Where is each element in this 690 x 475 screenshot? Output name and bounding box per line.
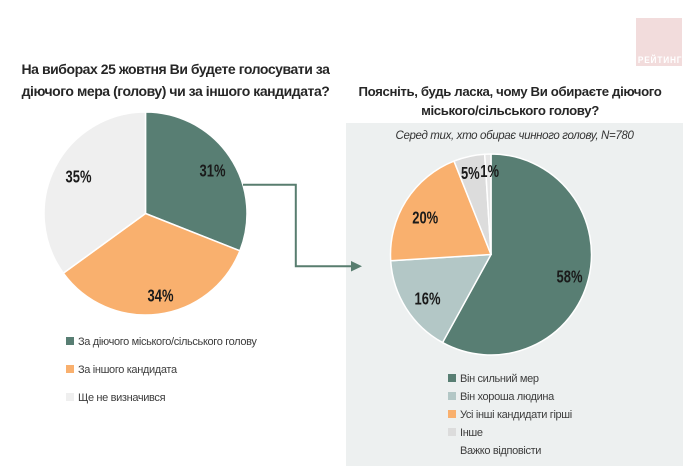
svg-text:34%: 34% — [148, 287, 174, 307]
svg-text:58%: 58% — [557, 268, 583, 288]
svg-text:5%: 5% — [461, 164, 480, 184]
svg-text:16%: 16% — [415, 290, 441, 310]
svg-text:35%: 35% — [66, 168, 92, 188]
svg-text:1%: 1% — [480, 162, 499, 182]
svg-text:31%: 31% — [200, 162, 226, 182]
svg-text:20%: 20% — [412, 209, 438, 229]
